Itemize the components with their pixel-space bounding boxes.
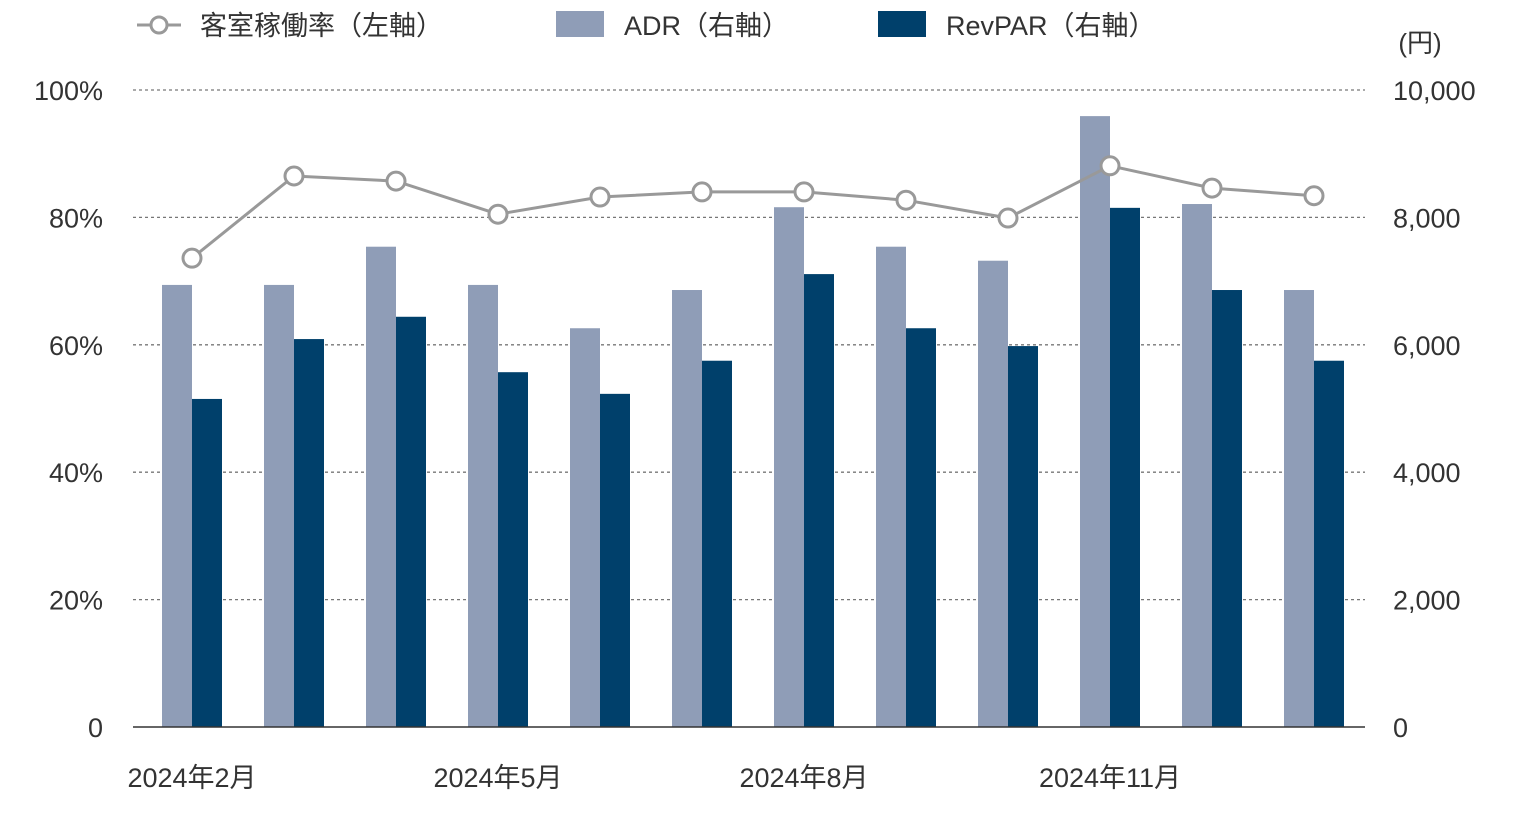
revpar-bar — [294, 339, 324, 727]
occupancy-point — [487, 203, 509, 225]
adr-bar — [1182, 204, 1212, 727]
revpar-bar — [1212, 290, 1242, 727]
adr-bar — [1080, 116, 1110, 727]
revpar-bar — [702, 360, 732, 727]
right-axis-unit: (円) — [1398, 28, 1441, 58]
right-tick-label: 6,000 — [1393, 331, 1461, 361]
revpar-bar — [1110, 207, 1140, 728]
left-tick-label: 20% — [49, 586, 103, 616]
right-tick-label: 10,000 — [1393, 76, 1476, 106]
left-tick-label: 60% — [49, 331, 103, 361]
revpar-bar — [396, 316, 426, 727]
bars — [162, 116, 1344, 728]
legend-revpar-swatch — [878, 11, 926, 37]
occupancy-point — [895, 189, 917, 211]
occupancy-point — [589, 186, 611, 208]
adr-bar — [264, 284, 294, 727]
legend-adr: ADR（右軸） — [624, 11, 789, 41]
occupancy-point — [1201, 177, 1223, 199]
right-tick-label: 4,000 — [1393, 458, 1461, 488]
occupancy-point — [793, 181, 815, 203]
occupancy-point — [997, 207, 1019, 229]
adr-bar — [162, 284, 192, 727]
revpar-bar — [192, 398, 222, 727]
adr-bar — [1284, 290, 1314, 727]
left-tick-label: 40% — [49, 458, 103, 488]
x-tick-label: 2024年2月 — [127, 763, 256, 793]
adr-bar — [570, 328, 600, 727]
adr-bar — [774, 207, 804, 727]
right-tick-label: 2,000 — [1393, 586, 1461, 616]
adr-bar — [672, 290, 702, 727]
occupancy-line — [181, 155, 1325, 269]
revpar-bar — [1314, 360, 1344, 727]
occupancy-point — [385, 170, 407, 192]
left-tick-label: 100% — [34, 76, 103, 106]
revpar-bar — [906, 328, 936, 727]
revpar-bar — [804, 274, 834, 727]
occupancy-point — [1303, 185, 1325, 207]
occupancy-point — [691, 181, 713, 203]
legend-occupancy: 客室稼働率（左軸） — [200, 11, 443, 41]
adr-bar — [978, 260, 1008, 727]
x-tick-label: 2024年11月 — [1039, 763, 1181, 793]
occupancy-point — [1099, 155, 1121, 177]
left-tick-label: 0 — [88, 713, 103, 743]
adr-bar — [366, 246, 396, 727]
legend-marker — [149, 15, 169, 35]
adr-bar — [876, 246, 906, 727]
revpar-bar — [600, 393, 630, 727]
axes: 0 20% 40% 60% 80% 100% 0 2,000 4,000 6,000 8,000 10… — [34, 76, 1476, 793]
occupancy-point — [181, 247, 203, 269]
revpar-bar — [498, 372, 528, 727]
adr-bar — [468, 284, 498, 727]
right-tick-label: 0 — [1393, 713, 1408, 743]
legend-adr-swatch — [556, 11, 604, 37]
left-tick-label: 80% — [49, 203, 103, 233]
revpar-bar — [1008, 346, 1038, 727]
x-tick-label: 2024年8月 — [739, 763, 868, 793]
gridlines — [133, 89, 1365, 601]
occupancy-point — [283, 165, 305, 187]
occupancy-polyline — [191, 164, 1315, 260]
right-tick-label: 8,000 — [1393, 203, 1461, 233]
x-tick-label: 2024年5月 — [433, 763, 562, 793]
legend: 客室稼働率（左軸） ADR（右軸） RevPAR（右軸） — [137, 11, 1156, 41]
legend-revpar: RevPAR（右軸） — [946, 11, 1156, 41]
